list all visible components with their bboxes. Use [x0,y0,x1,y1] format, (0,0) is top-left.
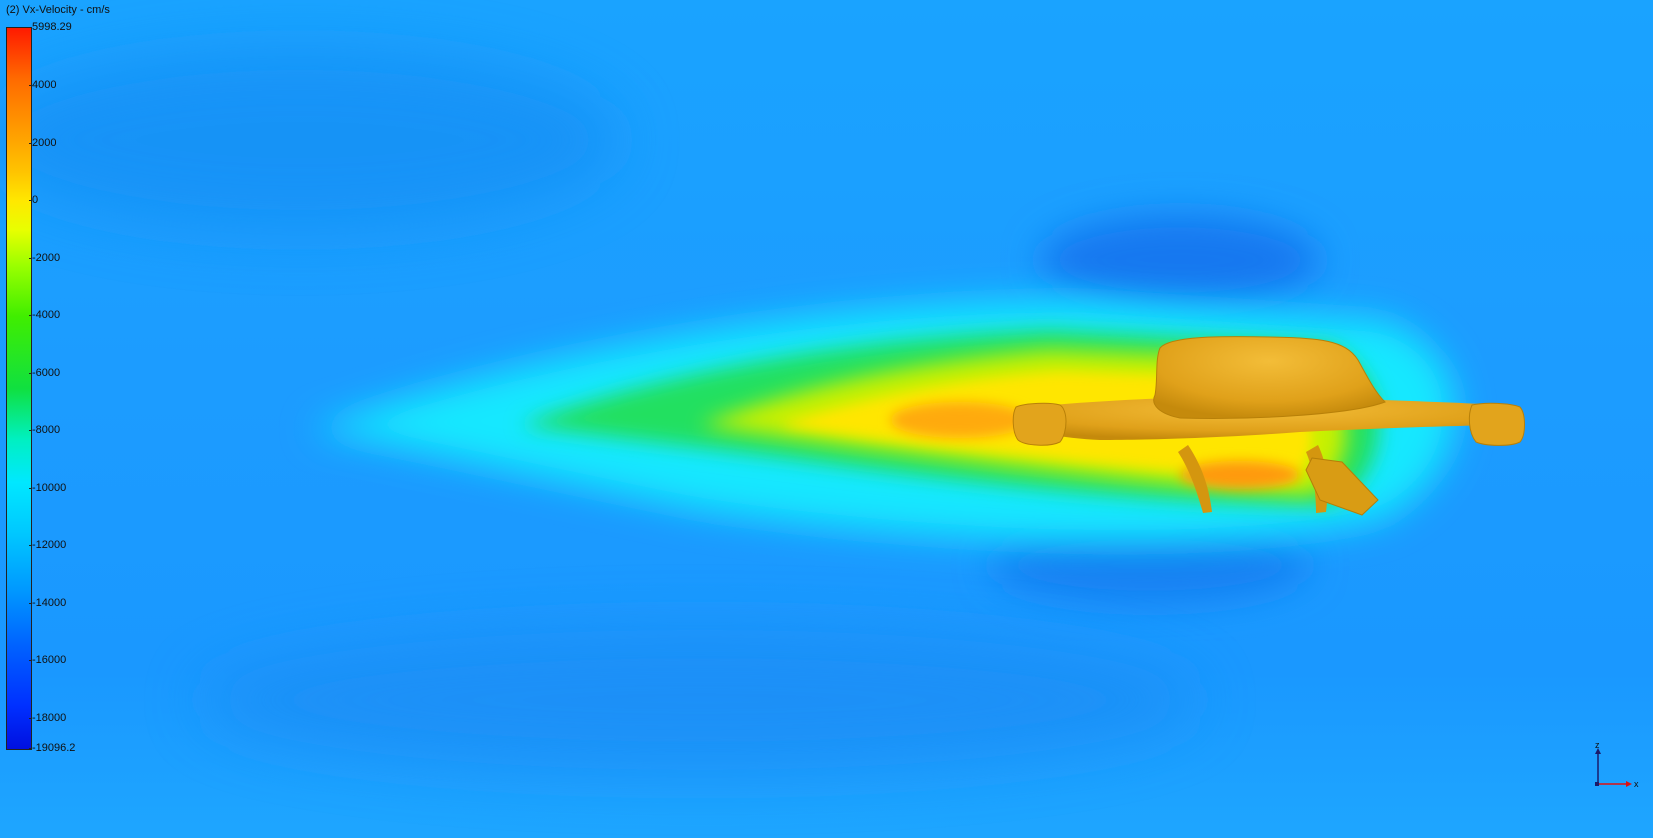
legend-tick-label: 4000 [28,79,57,91]
legend-title: (2) Vx-Velocity - cm/s [6,4,110,16]
legend-color-bar [6,27,32,750]
legend-tick-label: -12000 [28,539,67,551]
drone-fuselage [1153,336,1386,419]
rear-landing-leg [1178,445,1212,513]
legend-tick-label: -16000 [28,654,67,666]
low-velocity-regions [0,50,1320,770]
x-axis-label: x [1634,779,1639,789]
legend-max-label: 5998.29 [29,21,72,33]
legend-min-label: -19096.2 [28,742,76,754]
z-axis-label: z [1595,742,1600,750]
rear-rotor-housing [1012,402,1067,446]
legend-tick-label: -8000 [28,424,61,436]
legend-tick-label: 0 [28,194,39,206]
payload-box [1305,457,1379,516]
legend-tick-label: -6000 [28,367,61,379]
legend-tick-label: -4000 [28,309,61,321]
axis-triad: z x [1595,742,1639,789]
front-rotor-housing [1468,402,1525,446]
legend-tick-label: -18000 [28,712,67,724]
legend-tick-label: 2000 [28,137,57,149]
drone-arm [1018,396,1500,440]
legend-tick-label: -2000 [28,252,61,264]
drone-model[interactable] [1012,336,1525,516]
legend-tick-label: -10000 [28,482,67,494]
legend-tick-label: -14000 [28,597,67,609]
